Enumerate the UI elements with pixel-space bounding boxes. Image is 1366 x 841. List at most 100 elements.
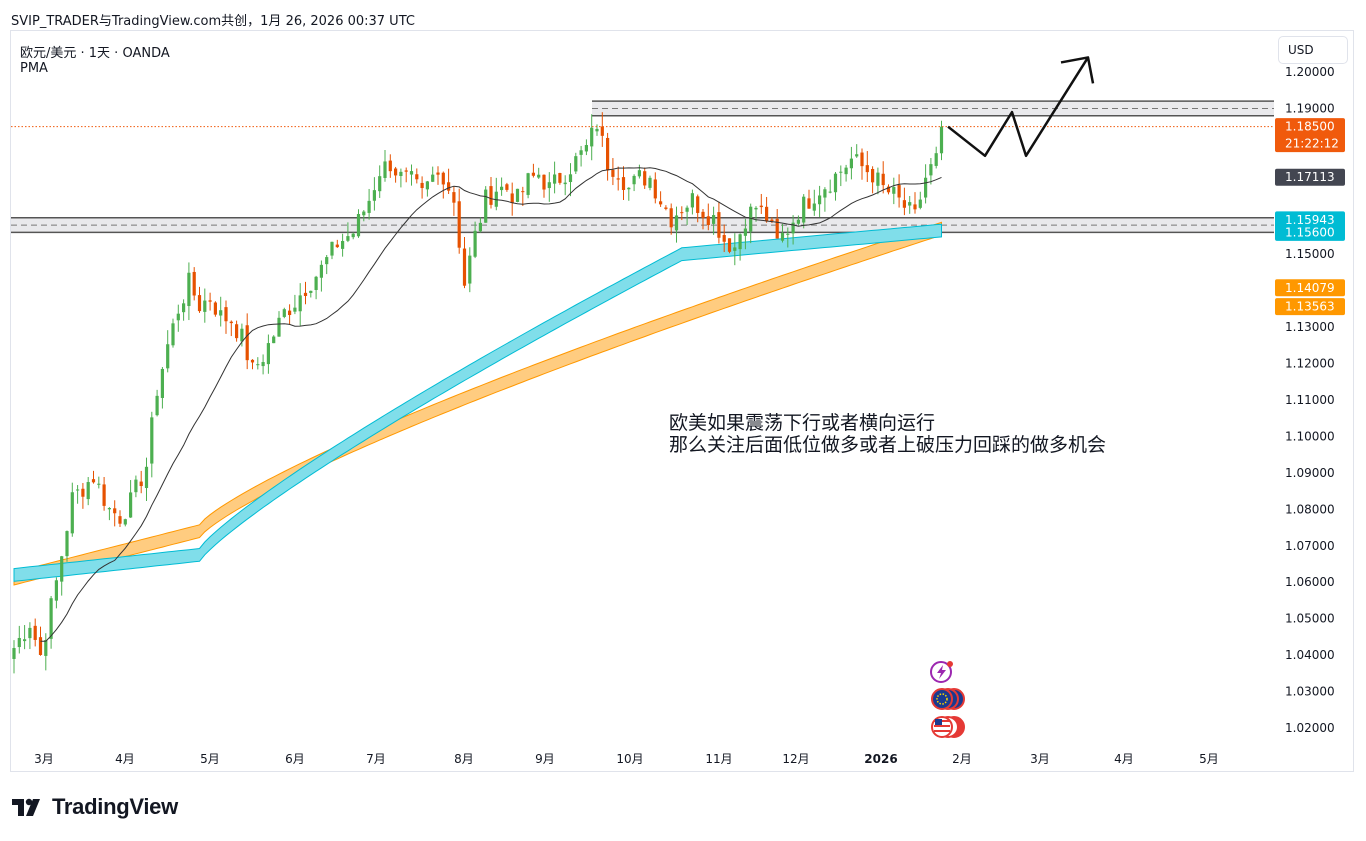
candle-body [23,639,27,642]
candle-body [648,177,652,188]
candle [208,292,212,311]
candle [584,139,588,156]
candle-body [447,182,451,191]
candle-body [738,234,742,250]
candle-body [547,182,551,189]
candle [690,189,694,215]
resistance-zone [592,100,1274,117]
candles-layer [12,112,944,674]
candle-body [568,174,573,183]
indicator-label[interactable]: PMA [20,61,48,76]
candle [54,577,58,609]
chart-frame [10,30,1354,772]
candle-body [855,154,859,157]
candle [399,168,403,188]
candle [293,294,297,315]
candle [256,357,260,370]
time-tick-label: 7月 [366,752,386,766]
candle-body [367,200,371,213]
candle-body [12,648,16,659]
candle [150,411,154,478]
candle [383,150,387,182]
candle [521,186,525,206]
candle [60,555,64,596]
candle-body [796,219,800,224]
candle-body [123,519,127,525]
candle [600,112,604,147]
symbol-info[interactable]: 欧元/美元 · 1天 · OANDA [20,46,170,61]
candle-body [722,235,726,242]
candle-body [553,174,557,184]
candle [865,151,869,182]
candle [558,172,562,185]
candle-body [250,359,255,363]
candle [107,507,111,521]
candle [155,389,159,417]
candle [696,194,700,223]
candle [818,185,822,217]
candle [902,187,906,216]
candle [462,237,467,289]
candle-body [155,395,159,416]
candle [727,238,732,254]
sma-line [40,167,942,642]
price-axis: 1.200001.190001.180001.170001.160001.150… [1285,65,1335,735]
candle-body [828,191,832,193]
candle-body [574,156,578,172]
candle [431,166,435,183]
candle-body [653,179,657,199]
candle [807,189,811,209]
candle [515,188,520,203]
candle [759,193,763,214]
candle [796,215,800,226]
candle [659,191,663,207]
candle-body [484,189,488,223]
lightning-icon [937,665,946,679]
candle [28,622,32,650]
candle-body [902,200,906,208]
candle-body [49,598,53,639]
candle-body [558,173,562,183]
price-tag: 1.14079 [1275,279,1345,297]
candle [129,480,133,518]
candle-body [897,185,901,198]
price-tag: 1.13563 [1275,298,1345,316]
candle [12,640,16,674]
candle-body [325,257,329,265]
candle [765,196,769,223]
event-icons[interactable] [930,661,965,738]
candle-body [701,211,705,218]
candle [33,618,37,647]
candle [786,227,790,248]
candle-body [616,178,620,180]
time-tick-label: 3月 [34,752,54,766]
candle-body [309,290,313,293]
tradingview-logo[interactable]: TradingView [12,794,178,820]
candle-body [606,137,610,171]
candle-body [749,206,753,232]
candle [447,168,451,194]
candle-body [409,171,414,175]
candle [314,275,318,300]
candle-body [81,488,85,497]
candle-body [690,193,694,208]
candle [823,187,827,212]
candle-body [674,215,679,231]
time-tick-label: 3月 [1030,752,1050,766]
candle [897,174,901,208]
time-tick-label: 5月 [200,752,220,766]
candle-body [621,177,626,190]
candle-body [664,207,668,209]
candle [770,217,774,224]
candle-body [924,177,928,198]
candle-body [86,482,90,500]
candle [478,217,482,233]
candle [855,144,859,158]
currency-button[interactable]: USD [1278,36,1348,64]
candle-body [743,228,747,236]
price-tick-label: 1.11000 [1285,393,1335,407]
candle-body [65,531,69,557]
candle [346,222,350,243]
candle [908,195,912,214]
